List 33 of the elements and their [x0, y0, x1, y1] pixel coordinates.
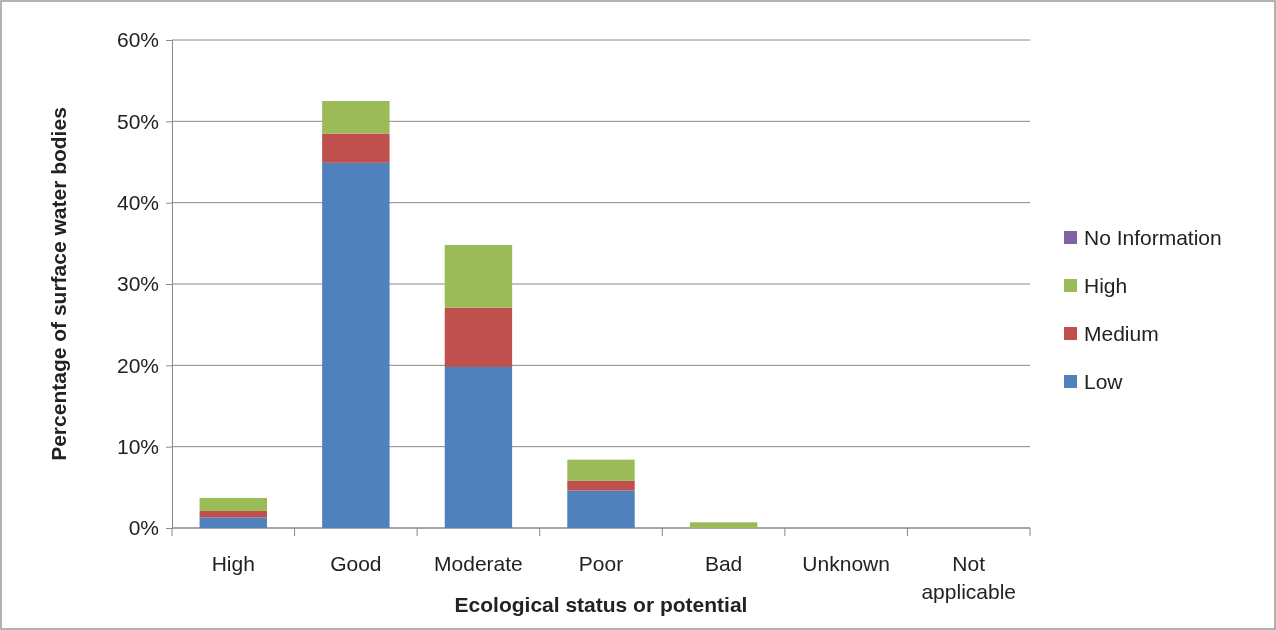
bar [322, 133, 390, 163]
legend-label: Low [1084, 370, 1124, 393]
y-axis-title: Percentage of surface water bodies [47, 107, 70, 461]
bar [567, 490, 635, 528]
x-tick-label: Good [330, 552, 382, 575]
y-tick-label: 20% [116, 353, 159, 377]
legend-label: No Information [1084, 226, 1222, 249]
x-tick-label: Moderate [434, 552, 523, 575]
bar [322, 162, 390, 528]
legend-label: High [1084, 274, 1128, 297]
y-tick-label: 0% [128, 516, 159, 540]
x-tick-label: Unknown [802, 552, 890, 575]
x-tick-label: Poor [578, 552, 624, 575]
legend-label: Medium [1084, 322, 1159, 345]
bar [567, 480, 635, 491]
bar [199, 517, 267, 528]
bar [444, 307, 513, 367]
bar [444, 366, 513, 528]
y-tick-label: 50% [116, 109, 159, 133]
y-tick-label: 10% [116, 434, 159, 458]
bar [444, 244, 513, 308]
bar [199, 497, 267, 511]
bar [199, 510, 267, 518]
y-tick-label: 30% [116, 272, 159, 296]
y-tick-label: 60% [116, 28, 159, 52]
bar [689, 522, 758, 528]
bar [322, 101, 390, 134]
x-tick-label: Not applicable [921, 552, 1016, 603]
x-tick-label: Bad [704, 552, 743, 575]
y-tick-label: 40% [116, 190, 159, 214]
x-axis-title: Ecological status or potential [454, 593, 748, 616]
x-tick-label: High [211, 552, 255, 575]
bar [567, 459, 635, 481]
